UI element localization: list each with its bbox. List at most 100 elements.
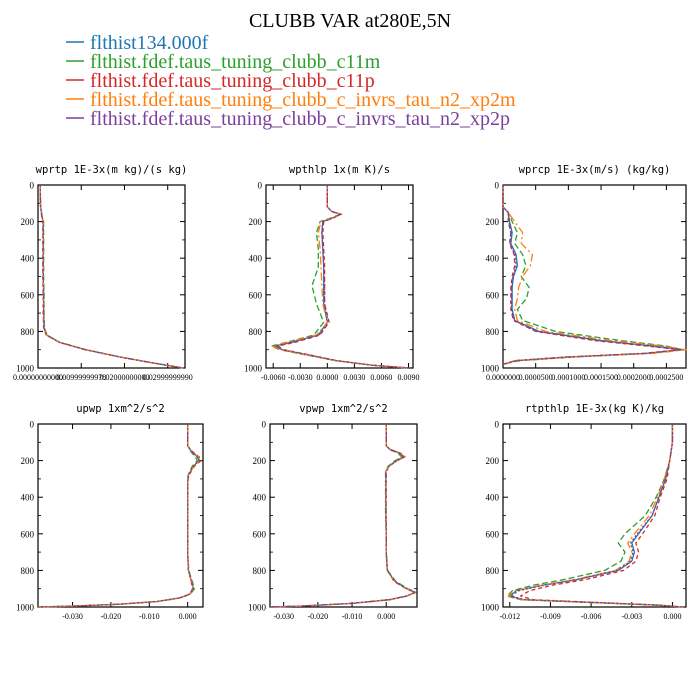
plot-frame	[502, 423, 687, 608]
x-tick-label: 0.0001000	[551, 373, 585, 382]
legend-label-0: flthist134.000f	[90, 32, 209, 54]
panel-title: vpwp 1xm^2/s^2	[299, 403, 388, 415]
legend-label-1: flthist.fdef.taus_tuning_clubb_c11m	[90, 51, 381, 73]
series-line-2	[39, 184, 183, 369]
x-tick-label: -0.010	[139, 612, 160, 621]
y-tick-label: 600	[21, 290, 35, 300]
series-line-3	[39, 184, 183, 369]
y-tick-label: 400	[21, 254, 35, 264]
y-tick-label: 600	[253, 529, 267, 539]
series-line-1	[37, 424, 198, 608]
y-tick-label: 0	[30, 181, 35, 191]
series-line-4	[502, 185, 682, 365]
y-tick-label: 400	[21, 493, 35, 503]
y-tick-label: 600	[486, 290, 500, 300]
series-line-3	[271, 185, 409, 369]
y-tick-label: 800	[249, 327, 263, 337]
series-line-2	[37, 424, 202, 608]
x-tick-label: 0.0030	[343, 373, 365, 382]
panel-title: wprtp 1E-3x(m kg)/(s kg)	[36, 164, 188, 176]
legend-item: flthist.fdef.taus_tuning_clubb_c11m	[66, 51, 381, 73]
y-tick-label: 200	[21, 456, 35, 466]
y-tick-label: 0	[262, 420, 267, 430]
chart-panel-5: rtpthlp 1E-3x(kg K)/kg02004006008001000-…	[481, 403, 687, 621]
series-line-2	[519, 424, 684, 608]
y-tick-label: 800	[21, 566, 35, 576]
series-line-4	[37, 424, 201, 608]
plot-frame	[502, 184, 687, 369]
series-line-1	[270, 185, 409, 369]
x-tick-label: -0.009	[540, 612, 561, 621]
y-tick-label: 600	[21, 529, 35, 539]
x-tick-label: -0.030	[273, 612, 294, 621]
x-tick-label: 0.0000	[316, 373, 338, 382]
chart-panel-4: vpwp 1xm^2/s^2 0 200 400 600 800 1000 -0.030 -0.…	[248, 403, 418, 621]
y-tick-label: 600	[486, 529, 500, 539]
series-line-1	[506, 424, 684, 608]
series-line-4	[39, 184, 183, 369]
series-line-4	[275, 185, 409, 369]
series-line-0	[37, 424, 200, 608]
panel-title: wprcp 1E-3x(m/s) (kg/kg)	[519, 164, 671, 176]
y-tick-label: 200	[21, 217, 35, 227]
x-tick-label: 0.00999999978	[56, 373, 106, 382]
x-tick-label: 0.000	[179, 612, 197, 621]
legend: flthist134.000f flthist.fdef.taus_tuning…	[66, 32, 516, 130]
x-tick-label: 0.000	[663, 612, 681, 621]
plot-frame	[37, 184, 186, 369]
y-tick-label: 800	[21, 327, 35, 337]
series-line-0	[509, 424, 684, 608]
panels-grid: wprtp 1E-3x(m kg)/(s kg)0200400600800100…	[13, 164, 687, 621]
panel-title: rtpthlp 1E-3x(kg K)/kg	[525, 403, 664, 415]
series-line-4	[510, 424, 684, 608]
x-tick-label: -0.0030	[288, 373, 313, 382]
legend-label-3: flthist.fdef.taus_tuning_clubb_c_invrs_t…	[90, 89, 516, 111]
y-tick-label: 200	[486, 217, 500, 227]
y-tick-label: 1000	[248, 603, 267, 613]
plot-frame	[37, 423, 204, 608]
series-line-3	[507, 424, 684, 608]
x-tick-label: -0.020	[308, 612, 329, 621]
x-tick-label: 0.0002000	[617, 373, 651, 382]
x-tick-label: 0.02999999990	[143, 373, 193, 382]
y-tick-label: 1000	[16, 603, 35, 613]
series-line-3	[37, 424, 201, 608]
y-tick-label: 400	[253, 493, 267, 503]
x-tick-label: 0.00000000000	[13, 373, 63, 382]
legend-item: flthist.fdef.taus_tuning_clubb_c_invrs_t…	[66, 89, 516, 111]
x-tick-label: 0.0000000	[486, 373, 520, 382]
plot-frame	[265, 184, 414, 369]
x-tick-label: -0.012	[499, 612, 520, 621]
figure-title: CLUBB VAR at280E,5N	[249, 10, 451, 32]
panel-title: upwp 1xm^2/s^2	[76, 403, 165, 415]
x-tick-label: 0.02000000000	[99, 373, 149, 382]
x-tick-label: 0.0060	[370, 373, 392, 382]
series-line-0	[39, 184, 183, 369]
chart-panel-1: wpthlp 1x(m K)/s 0 200 400 600 800 1000-0.0060…	[244, 164, 419, 382]
y-tick-label: 200	[249, 217, 263, 227]
series-line-1	[39, 184, 184, 369]
y-tick-label: 400	[486, 493, 500, 503]
y-tick-label: 200	[253, 456, 267, 466]
series-line-3	[502, 185, 687, 365]
x-tick-label: 0.000	[377, 612, 395, 621]
y-tick-label: 1000	[481, 364, 500, 374]
y-tick-label: 1000	[16, 364, 35, 374]
x-tick-label: -0.030	[62, 612, 83, 621]
x-tick-label: 0.0090	[397, 373, 419, 382]
x-tick-label: -0.020	[101, 612, 122, 621]
legend-label-2: flthist.fdef.taus_tuning_clubb_c11p	[90, 70, 375, 92]
x-tick-label: -0.003	[621, 612, 642, 621]
y-tick-label: 0	[258, 181, 263, 191]
y-tick-label: 400	[486, 254, 500, 264]
y-tick-label: 800	[486, 327, 500, 337]
y-tick-label: 800	[253, 566, 267, 576]
y-tick-label: 0	[495, 420, 500, 430]
panel-title: wpthlp 1x(m K)/s	[289, 164, 390, 176]
chart-panel-3: upwp 1xm^2/s^2 0 200 400 600 800 1000 -0.030 -0.…	[16, 403, 204, 621]
y-tick-label: 200	[486, 456, 500, 466]
legend-item: flthist134.000f	[66, 32, 209, 54]
x-tick-label: 0.0002500	[649, 373, 683, 382]
y-tick-label: 1000	[244, 364, 263, 374]
